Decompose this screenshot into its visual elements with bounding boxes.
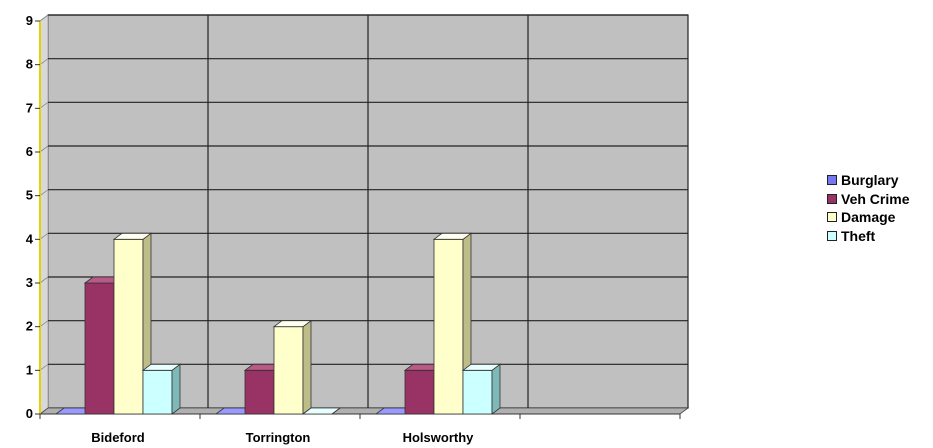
bar-top bbox=[301, 407, 342, 415]
gridline-side bbox=[39, 102, 49, 109]
gridline-side bbox=[39, 145, 49, 153]
y-tick-label: 6 bbox=[26, 144, 33, 159]
legend-swatch bbox=[827, 230, 837, 241]
gridline-side bbox=[39, 276, 49, 284]
bar-front bbox=[244, 369, 275, 415]
bar-top bbox=[461, 363, 502, 371]
y-tick-label: 8 bbox=[26, 57, 33, 72]
legend-item: Theft bbox=[827, 227, 909, 246]
legend-item: Veh Crime bbox=[827, 190, 909, 209]
legend-swatch bbox=[827, 212, 837, 223]
bar-front bbox=[142, 369, 173, 415]
gridline-side bbox=[39, 189, 49, 196]
legend-swatch bbox=[827, 193, 837, 204]
legend: Burglary Veh Crime Damage Theft bbox=[827, 171, 909, 245]
y-tick-label: 0 bbox=[26, 406, 33, 421]
bar-top bbox=[141, 363, 182, 371]
bar-side bbox=[491, 363, 501, 415]
y-tick-label: 7 bbox=[26, 100, 33, 115]
bar-front bbox=[462, 369, 493, 415]
legend-item: Damage bbox=[827, 208, 909, 227]
bar-top bbox=[112, 232, 153, 240]
bar-front bbox=[404, 369, 435, 415]
x-category-label: Torrington bbox=[246, 430, 311, 445]
plot-side-wall bbox=[39, 14, 49, 415]
y-tick-label: 9 bbox=[26, 13, 33, 28]
y-tick-label: 1 bbox=[26, 362, 33, 377]
bar-front bbox=[433, 238, 464, 415]
gridline-side bbox=[39, 233, 49, 240]
legend-label: Damage bbox=[841, 209, 896, 226]
bar-front bbox=[113, 238, 144, 415]
gridline-side bbox=[39, 14, 49, 22]
legend-label: Burglary bbox=[841, 172, 899, 189]
y-tick-label: 4 bbox=[26, 231, 34, 246]
x-category-label: Holsworthy bbox=[403, 430, 475, 445]
legend-label: Theft bbox=[841, 227, 876, 244]
legend-swatch bbox=[827, 175, 837, 186]
bar-front bbox=[84, 282, 115, 415]
y-tick-label: 3 bbox=[26, 275, 33, 290]
gridline-side bbox=[39, 58, 49, 65]
legend-label: Veh Crime bbox=[841, 190, 910, 207]
bar-front bbox=[273, 326, 304, 415]
bar-side bbox=[171, 363, 181, 415]
y-tick-label: 5 bbox=[26, 188, 33, 203]
x-category-label: Bideford bbox=[91, 430, 145, 445]
bar-side bbox=[302, 319, 312, 415]
bar-top bbox=[272, 320, 313, 328]
y-tick-label: 2 bbox=[26, 319, 33, 334]
bar-top bbox=[432, 232, 473, 240]
gridline-side bbox=[39, 364, 49, 371]
gridline-side bbox=[39, 320, 49, 327]
legend-item: Burglary bbox=[827, 171, 909, 190]
